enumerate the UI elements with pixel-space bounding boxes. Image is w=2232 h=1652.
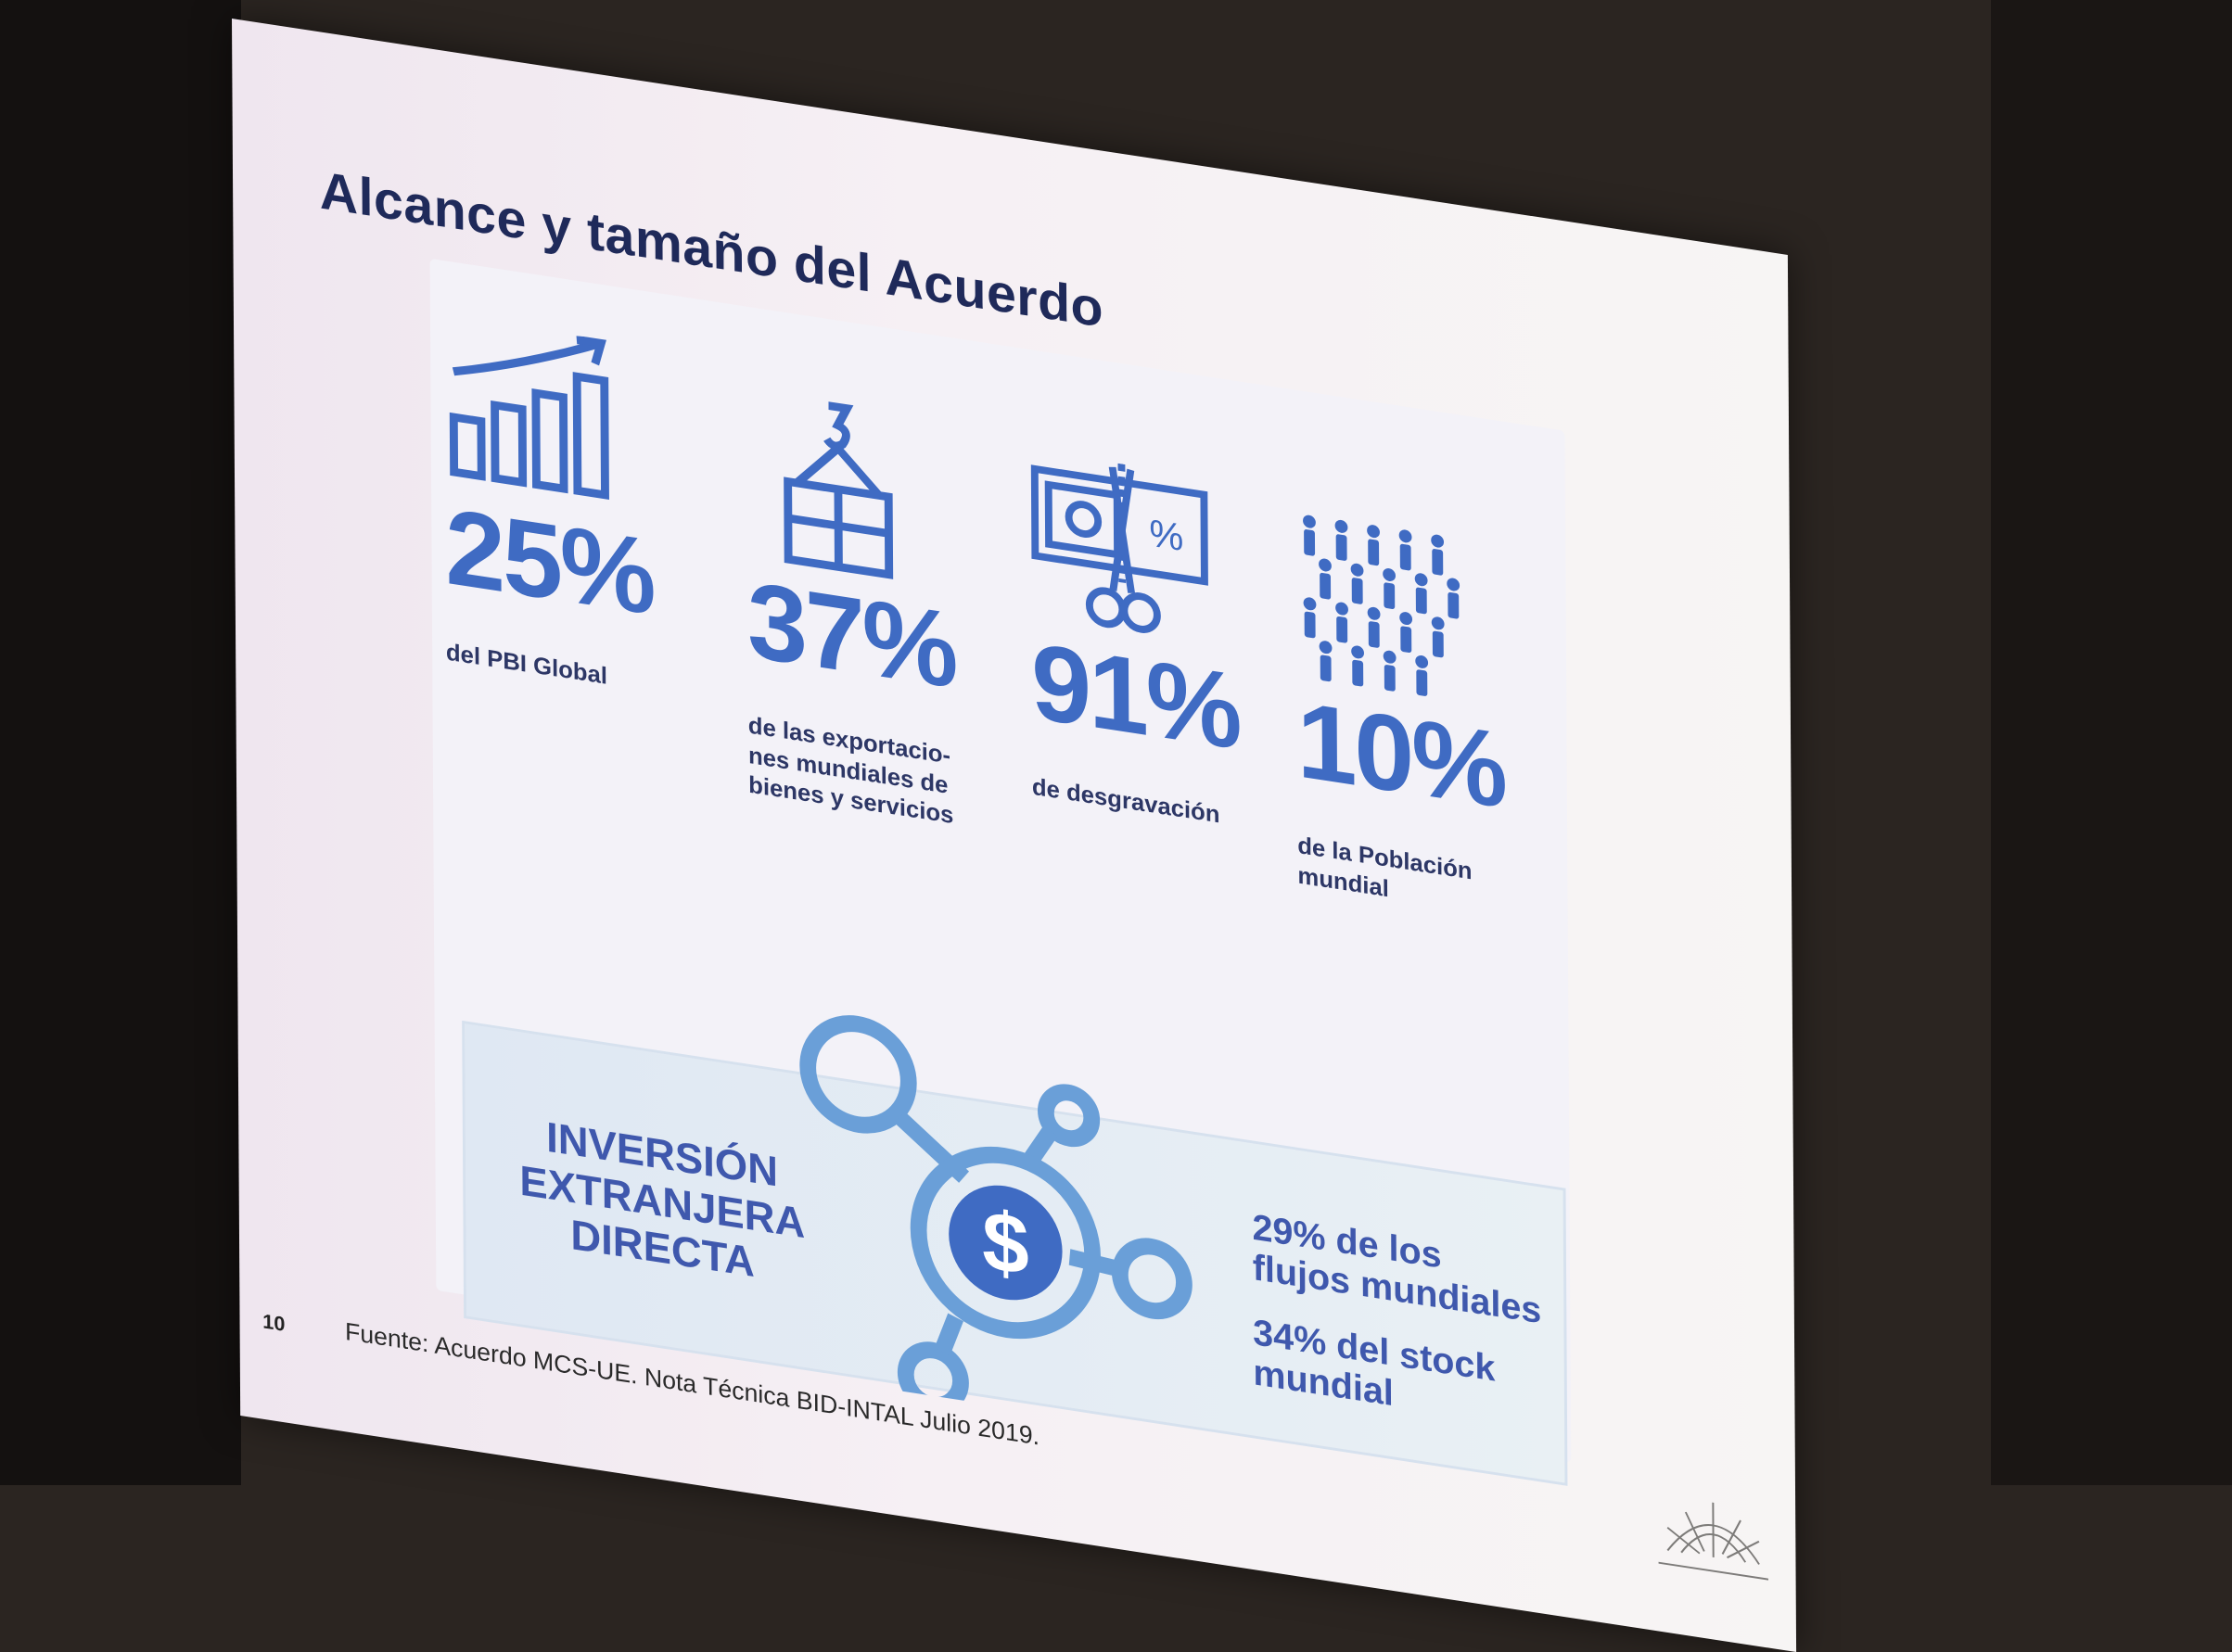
stat-value: 91% (1030, 620, 1240, 773)
scissors-cut-banknote-icon: % (1030, 463, 1208, 633)
stat-value: 10% (1296, 679, 1506, 832)
stat-value: 37% (746, 559, 956, 712)
stat-exports: 37% de las exportacio- nes mundiales de … (746, 388, 996, 836)
room-background-left (0, 0, 241, 1485)
room-background-right (1991, 0, 2232, 1485)
fdi-panel: INVERSIÓN EXTRANJERA DIRECTA $ 29% de lo… (462, 1015, 1568, 1486)
growth-bar-chart-icon (449, 336, 609, 500)
ministry-sun-logo-icon (1658, 1502, 1769, 1581)
svg-text:%: % (1149, 511, 1183, 559)
slide-page-number: 10 (262, 1309, 286, 1336)
fdi-title: INVERSIÓN EXTRANJERA DIRECTA (519, 1112, 806, 1287)
fdi-flows-stat: 29% de los flujos mundiales (1252, 1207, 1542, 1332)
dollar-network-icon: $ (799, 1015, 1193, 1414)
stat-population: 10% de la Población mundial (1295, 509, 1545, 927)
fdi-stock-stat: 34% del stock mundial (1253, 1312, 1496, 1415)
projection-screen: Alcance y tamaño del Acuerdo 25% del PBI… (232, 19, 1797, 1652)
stat-tariff-reduction: % 91% de desgravación (1030, 450, 1280, 838)
stat-value: 25% (444, 486, 654, 639)
stat-pbi: 25% del PBI Global (444, 315, 694, 704)
population-crowd-icon (1303, 515, 1460, 697)
svg-text:$: $ (982, 1193, 1029, 1294)
crane-hook-package-icon (784, 401, 894, 579)
